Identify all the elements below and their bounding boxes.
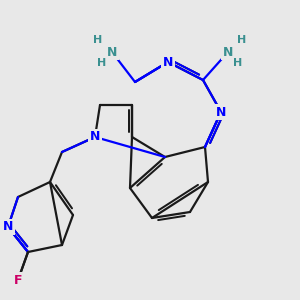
Text: N: N (90, 130, 100, 143)
Text: N: N (163, 56, 173, 68)
Text: H: H (93, 35, 103, 45)
Text: F: F (14, 274, 22, 286)
Text: H: H (233, 58, 243, 68)
Text: N: N (107, 46, 117, 59)
Text: H: H (237, 35, 247, 45)
Text: N: N (216, 106, 226, 118)
Text: N: N (223, 46, 233, 59)
Text: H: H (98, 58, 106, 68)
Text: N: N (3, 220, 13, 233)
